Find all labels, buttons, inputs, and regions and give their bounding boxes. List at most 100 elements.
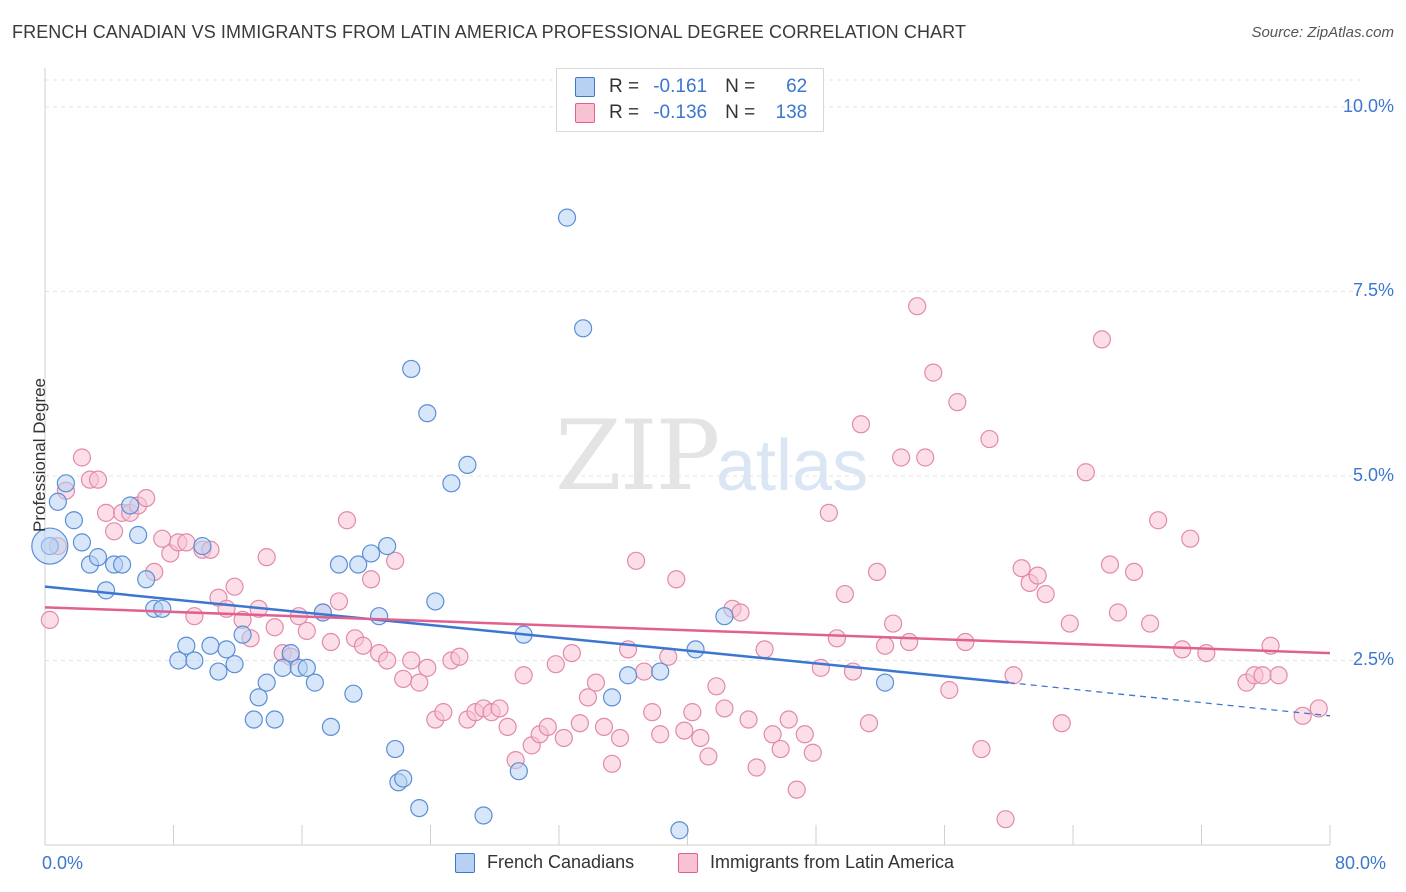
y-tick-label: 2.5% bbox=[1352, 649, 1394, 670]
french-canadian-point bbox=[129, 525, 148, 545]
source-credit: Source: ZipAtlas.com bbox=[1251, 24, 1394, 41]
latin-america-point bbox=[1060, 614, 1079, 633]
french-canadian-point bbox=[402, 359, 421, 379]
latin-america-point bbox=[747, 758, 766, 777]
french-canadian-point bbox=[88, 548, 108, 567]
french-canadian-point bbox=[112, 555, 132, 574]
latin-america-point bbox=[1012, 559, 1031, 578]
french-canadian-point-large bbox=[31, 527, 69, 565]
french-canadian-point bbox=[378, 536, 397, 556]
latin-america-point bbox=[1028, 566, 1047, 585]
latin-america-point bbox=[916, 448, 935, 467]
french-canadian-point bbox=[386, 739, 405, 759]
n-value: 138 bbox=[775, 102, 808, 123]
french-canadian-point bbox=[442, 474, 461, 493]
correlation-stats-box: R = -0.161 N = 62 R = -0.136 N = 138 bbox=[556, 68, 824, 132]
trend-latin-america bbox=[44, 606, 1331, 655]
latin-america-point bbox=[321, 632, 341, 652]
latin-america-point bbox=[498, 717, 517, 737]
pink-swatch bbox=[575, 103, 595, 123]
y-tick-label: 7.5% bbox=[1352, 280, 1394, 301]
blue-swatch bbox=[455, 852, 475, 873]
latin-america-point bbox=[803, 743, 822, 762]
latin-america-point bbox=[1052, 714, 1071, 733]
french-canadian-point bbox=[185, 651, 204, 670]
stats-row-french-canadians: R = -0.161 N = 62 bbox=[575, 75, 807, 99]
legend-label: French Canadians bbox=[487, 852, 635, 872]
latin-america-point bbox=[1253, 666, 1272, 685]
latin-america-point bbox=[867, 562, 887, 582]
french-canadian-point bbox=[72, 533, 92, 552]
latin-america-point bbox=[1309, 699, 1328, 718]
latin-america-point bbox=[1124, 562, 1144, 582]
latin-america-point bbox=[1004, 666, 1023, 685]
latin-america-point bbox=[450, 647, 469, 666]
latin-america-point bbox=[643, 703, 662, 722]
legend-label: Immigrants from Latin America bbox=[710, 852, 955, 872]
x-tick-label-max: 80.0% bbox=[1335, 853, 1387, 873]
latin-america-point bbox=[394, 669, 413, 689]
stats-row-latin-america: R = -0.136 N = 138 bbox=[575, 101, 807, 125]
french-canadian-point bbox=[618, 666, 638, 685]
french-canadian-point bbox=[410, 798, 429, 818]
french-canadian-point bbox=[349, 555, 368, 574]
n-label: N = bbox=[725, 102, 756, 123]
legend-item-latin-america[interactable]: Immigrants from Latin America bbox=[678, 852, 954, 873]
french-canadian-point bbox=[297, 658, 316, 677]
latin-america-point bbox=[378, 651, 397, 670]
latin-america-point bbox=[651, 725, 670, 744]
latin-america-point bbox=[1108, 603, 1128, 622]
french-canadian-point bbox=[225, 655, 244, 674]
latin-america-point bbox=[546, 655, 565, 674]
french-canadian-point bbox=[249, 688, 268, 707]
french-canadian-point bbox=[329, 555, 349, 574]
latin-america-point bbox=[72, 448, 92, 467]
latin-america-point bbox=[956, 632, 975, 652]
french-canadian-point bbox=[344, 684, 363, 703]
latin-america-point bbox=[892, 448, 911, 467]
french-canadian-point bbox=[96, 581, 116, 600]
latin-america-point bbox=[337, 511, 357, 530]
french-canadian-point bbox=[233, 625, 252, 644]
latin-america-point bbox=[137, 488, 156, 508]
french-canadian-point bbox=[217, 640, 236, 659]
french-canadian-point bbox=[418, 404, 437, 423]
axes bbox=[44, 68, 1331, 846]
french-canadian-point bbox=[281, 643, 300, 663]
latin-america-point bbox=[329, 592, 349, 611]
latin-america-point bbox=[996, 810, 1015, 829]
r-label: R = bbox=[609, 102, 640, 123]
r-label: R = bbox=[609, 76, 640, 97]
latin-america-point bbox=[827, 629, 846, 648]
french-canadian-point bbox=[193, 536, 212, 556]
latin-america-point bbox=[177, 533, 196, 552]
latin-america-point bbox=[683, 703, 702, 722]
legend-item-french-canadians[interactable]: French Canadians bbox=[455, 852, 634, 873]
latin-america-point bbox=[353, 636, 373, 655]
latin-america-point bbox=[1173, 640, 1192, 659]
latin-america-point bbox=[691, 728, 710, 748]
latin-america-point bbox=[835, 584, 855, 604]
chart-title: FRENCH CANADIAN VS IMMIGRANTS FROM LATIN… bbox=[12, 22, 967, 42]
french-canadian-point bbox=[56, 474, 75, 493]
french-canadian-point bbox=[121, 496, 140, 515]
french-canadian-point bbox=[686, 640, 705, 659]
french-canadian-point bbox=[394, 769, 413, 788]
french-canadian-point bbox=[257, 673, 276, 692]
latin-america-point bbox=[1076, 463, 1095, 482]
french-canadian-point bbox=[875, 673, 895, 692]
gridlines bbox=[45, 79, 1365, 661]
latin-america-point bbox=[883, 614, 903, 633]
trend-french-canadians-extension bbox=[1008, 681, 1331, 717]
latin-america-point bbox=[562, 643, 581, 663]
french-canadian-point bbox=[651, 662, 670, 681]
latin-america-point bbox=[940, 680, 959, 700]
y-tick-label: 10.0% bbox=[1342, 95, 1394, 116]
latin-america-point bbox=[1293, 706, 1312, 725]
french-canadian-point bbox=[153, 599, 172, 618]
latin-america-point bbox=[699, 747, 718, 766]
latin-america-point bbox=[811, 658, 830, 677]
french-canadian-point bbox=[361, 544, 381, 563]
latin-america-point bbox=[924, 363, 943, 382]
